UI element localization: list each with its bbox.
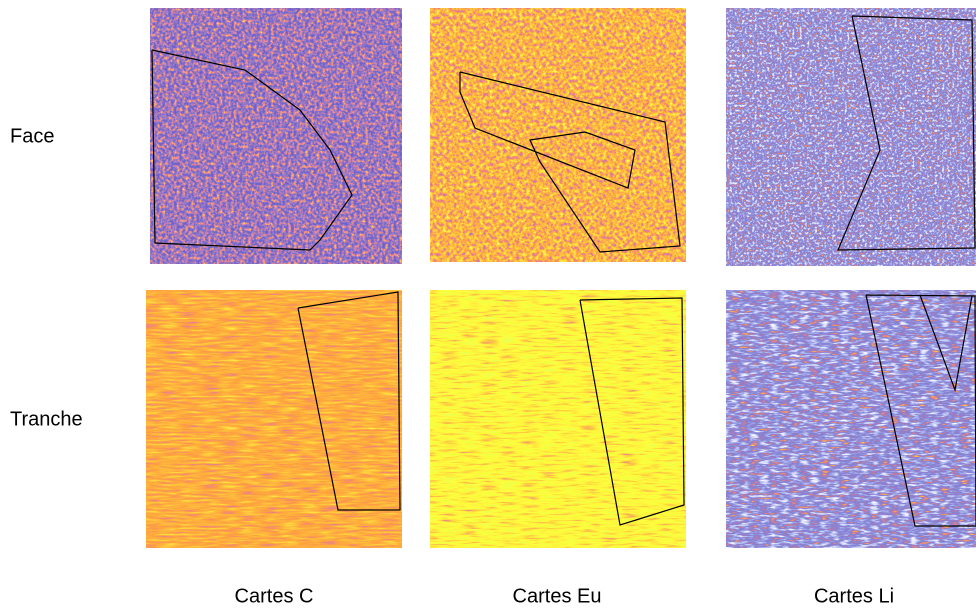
roi bbox=[297, 291, 401, 511]
map-li-face bbox=[726, 8, 976, 266]
row-label: Tranche bbox=[10, 408, 83, 430]
column-label: Cartes C bbox=[235, 585, 314, 607]
roi bbox=[579, 297, 685, 526]
column-label: Cartes Li bbox=[814, 585, 894, 607]
map-eu-face bbox=[430, 8, 686, 262]
roi bbox=[919, 294, 973, 393]
column-label: Cartes Eu bbox=[513, 585, 602, 607]
map-c-tranche bbox=[146, 290, 402, 548]
roi bbox=[837, 15, 976, 251]
map-li-tranche bbox=[726, 290, 976, 548]
roi bbox=[459, 71, 681, 253]
map-eu-tranche bbox=[430, 290, 686, 548]
row-label: Face bbox=[10, 125, 54, 147]
map-c-face bbox=[150, 8, 402, 264]
roi bbox=[151, 49, 353, 251]
roi bbox=[865, 294, 976, 527]
